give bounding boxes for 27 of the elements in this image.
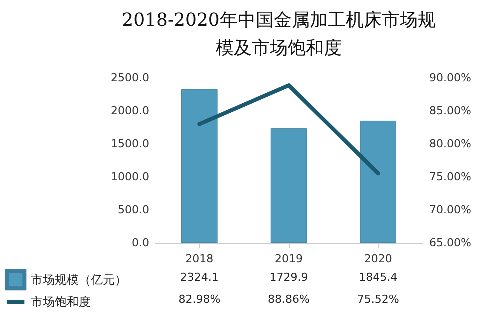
data-label: 1845.4 bbox=[359, 271, 398, 284]
data-label: 82.98% bbox=[178, 293, 221, 306]
data-label: 75.52% bbox=[357, 293, 400, 306]
bar bbox=[182, 89, 218, 244]
y2-tick-label: 65.00% bbox=[430, 236, 472, 250]
y2-tick-label: 75.00% bbox=[430, 170, 472, 184]
legend-label: 市场规模（亿元） bbox=[31, 273, 127, 287]
y2-tick-label: 80.00% bbox=[430, 138, 472, 150]
x-tick-label: 2019 bbox=[275, 252, 303, 266]
y-tick-label: 1000.0 bbox=[111, 170, 150, 184]
chart-title: 2018-2020年中国金属加工机床市场规模及市场饱和度 bbox=[122, 10, 436, 59]
y-tick-label: 500.0 bbox=[118, 204, 150, 216]
y-tick-label: 0.0 bbox=[132, 236, 150, 250]
data-label: 2324.1 bbox=[180, 271, 219, 284]
bar bbox=[270, 128, 308, 244]
y2-tick-label: 70.00% bbox=[430, 204, 472, 216]
y2-tick-label: 85.00% bbox=[430, 104, 472, 118]
x-tick-label: 2020 bbox=[364, 252, 392, 266]
y-tick-label: 2000.0 bbox=[111, 104, 150, 118]
y2-tick-label: 90.00% bbox=[430, 72, 472, 84]
data-label: 88.86% bbox=[268, 293, 310, 306]
legend-label: 市场饱和度 bbox=[31, 295, 91, 309]
bar bbox=[360, 120, 396, 244]
x-tick-label: 2018 bbox=[186, 252, 214, 266]
data-label: 1729.9 bbox=[270, 271, 308, 284]
y-tick-label: 1500.0 bbox=[111, 138, 150, 150]
y-tick-label: 2500.0 bbox=[111, 72, 150, 84]
